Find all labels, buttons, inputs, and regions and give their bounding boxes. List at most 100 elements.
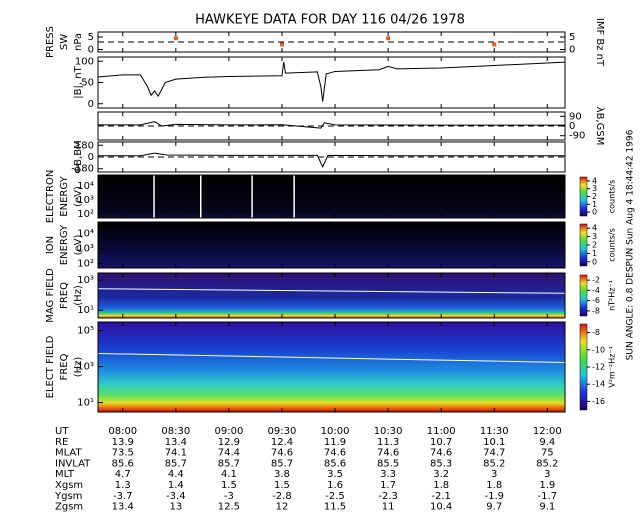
colorbar [579, 223, 588, 267]
y-axis-label: |B|, nT [73, 65, 84, 98]
y2-axis-label: IMF Bz nT [594, 18, 605, 67]
data-point [173, 36, 178, 41]
colorbar-tick-label: 1 [592, 200, 597, 209]
ephemeris-label: UT [55, 426, 69, 437]
colorbar-tick-label: -8 [592, 328, 600, 337]
y-tick-label: 50 [81, 78, 94, 89]
ephemeris-label: Zgsm [55, 502, 83, 512]
data-line [98, 121, 565, 129]
spectrogram [98, 322, 565, 412]
y-tick-label: 10¹ [77, 305, 94, 316]
data-point [386, 36, 391, 41]
y-axis-label: MAG FIELD [45, 268, 56, 323]
ephemeris-value: -3.7 [113, 491, 133, 502]
ephemeris-value: 11.9 [324, 437, 346, 448]
colorbar-tick-label: 1 [592, 249, 597, 258]
colorbar-tick-label: -10 [592, 345, 605, 354]
spectrogram [98, 175, 565, 218]
ephemeris-value: 13.4 [112, 502, 134, 512]
y-axis-label: (eV) [73, 235, 84, 256]
ephemeris-value: 85.6 [324, 458, 346, 469]
colorbar [579, 323, 588, 411]
colorbar-tick-label: -16 [592, 397, 605, 406]
colorbar-tick-label: 4 [592, 224, 597, 233]
colorbar-tick-label: -14 [592, 380, 605, 389]
y-tick-label: 0 [88, 99, 94, 110]
ephemeris-value: -2.8 [272, 491, 292, 502]
ephemeris-value: 10:00 [321, 426, 350, 437]
ephemeris-value: -3 [224, 491, 234, 502]
ephemeris-value: 1.6 [327, 480, 343, 491]
ephemeris-value: 08:00 [108, 426, 137, 437]
colorbar-tick-label: 2 [592, 241, 597, 250]
chart-title: HAWKEYE DATA FOR DAY 116 04/26 1978 [195, 13, 465, 28]
y-axis-label: (Hz) [73, 357, 84, 378]
y-tick-label: 10³ [77, 195, 94, 206]
colorbar-tick-label: -8 [592, 306, 600, 315]
ephemeris-value: 4.1 [221, 469, 237, 480]
y-axis-label: ΦB,BM [73, 140, 84, 173]
y-axis-label: ELECT FIELD [45, 335, 56, 398]
side-note: SUN ANGLE: 0.8 DESPUN Sun Aug 4 18:44:42… [626, 129, 636, 360]
colorbar-label: V²m⁻²Hz⁻¹ [608, 346, 617, 388]
ephemeris-value: 12.9 [218, 437, 240, 448]
ephemeris-value: 1.4 [168, 480, 184, 491]
data-point [492, 42, 497, 47]
ephemeris-value: 10.7 [430, 437, 452, 448]
y-axis-label: SW [59, 34, 70, 50]
colorbar-label: counts/s [608, 180, 617, 214]
ephemeris-value: 74.6 [377, 448, 399, 459]
colorbar [579, 274, 588, 317]
data-line [97, 61, 566, 102]
y-tick-label: 10⁴ [77, 181, 94, 192]
y-tick-label: -90 [569, 131, 585, 142]
panel-frame [97, 174, 566, 219]
ephemeris-value: 13.4 [165, 437, 187, 448]
y-tick-label: 10³ [77, 362, 94, 373]
y-axis-label: PRESS [45, 26, 56, 58]
ephemeris-label: RE [55, 437, 68, 448]
y-tick-label: 5 [88, 32, 94, 43]
ephemeris-value: 1.7 [380, 480, 396, 491]
panel-frame [97, 221, 566, 269]
data-line [98, 152, 565, 168]
cyclotron-trace [97, 288, 566, 294]
ephemeris-value: 11.5 [324, 502, 346, 512]
ephemeris-value: 12 [276, 502, 289, 512]
y-tick-label: 0 [569, 121, 575, 132]
y-tick-label: 100 [75, 56, 94, 67]
y-axis-label: nPa [73, 33, 84, 51]
ephemeris-value: 85.7 [165, 458, 187, 469]
ephemeris-value: 08:30 [161, 426, 190, 437]
ephemeris-value: 13.9 [112, 437, 134, 448]
ephemeris-value: 1.3 [115, 480, 131, 491]
ephemeris-value: 09:30 [268, 426, 297, 437]
ephemeris-value: 85.3 [430, 458, 452, 469]
ephemeris-value: 9.4 [539, 437, 555, 448]
colorbar-label: nT²Hz⁻¹ [608, 280, 617, 311]
ephemeris-value: 85.2 [536, 458, 558, 469]
ephemeris-value: -1.7 [538, 491, 558, 502]
ephemeris-value: 3.8 [274, 469, 290, 480]
y-axis-label: ELECTRON [45, 170, 56, 224]
ephemeris-value: 11.3 [377, 437, 399, 448]
y-tick-label: 10² [77, 259, 94, 270]
ephemeris-value: -1.9 [484, 491, 504, 502]
ephemeris-value: 74.1 [165, 448, 187, 459]
colorbar-tick-label: 2 [592, 192, 597, 201]
ephemeris-value: 85.5 [377, 458, 399, 469]
y-axis-label: ENERGY [59, 224, 70, 265]
colorbar-tick-label: 0 [592, 208, 597, 217]
y-tick-label: 0 [88, 45, 94, 56]
ephemeris-value: 1.5 [274, 480, 290, 491]
ephemeris-value: 3 [491, 469, 497, 480]
ephemeris-value: 10.1 [483, 437, 505, 448]
ephemeris-label: MLAT [55, 448, 82, 459]
ephemeris-value: 10:30 [374, 426, 403, 437]
y-tick-label: -180 [71, 164, 94, 175]
ephemeris-value: 74.4 [218, 448, 240, 459]
colorbar-tick-label: 0 [592, 257, 597, 266]
ephemeris-value: 3.2 [433, 469, 449, 480]
ephemeris-value: 12:00 [533, 426, 562, 437]
ephemeris-label: Ygsm [54, 491, 82, 502]
